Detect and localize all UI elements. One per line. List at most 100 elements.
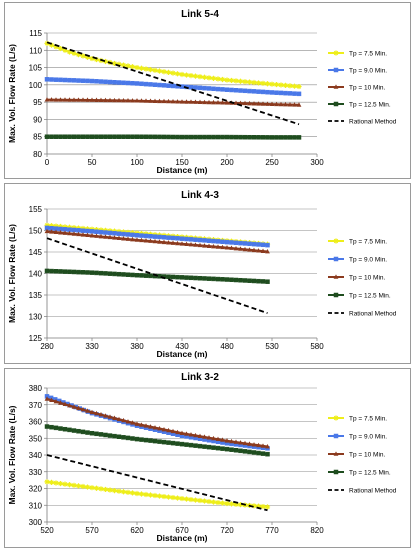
- series-4: [44, 134, 302, 140]
- data-point: [161, 239, 167, 245]
- data-point: [174, 495, 181, 501]
- data-point: [260, 443, 266, 448]
- data-point: [53, 97, 59, 102]
- legend-entry: Rational Method: [328, 118, 397, 125]
- data-point: [260, 451, 266, 456]
- data-point: [193, 242, 198, 247]
- data-point: [143, 134, 149, 140]
- data-point: [89, 430, 95, 436]
- data-point: [112, 97, 117, 103]
- data-point: [197, 443, 203, 449]
- data-point: [139, 134, 144, 139]
- legend-entry: Rational Method: [328, 487, 397, 494]
- x-tick-label: 300: [310, 158, 324, 167]
- data-point: [242, 440, 248, 446]
- data-point: [71, 404, 77, 409]
- data-point: [296, 91, 302, 97]
- data-point: [53, 229, 59, 235]
- data-point: [233, 134, 239, 140]
- data-point: [201, 498, 208, 504]
- data-point: [89, 485, 95, 491]
- data-point: [256, 450, 261, 456]
- data-point: [247, 100, 252, 106]
- data-point: [247, 134, 252, 140]
- data-point: [157, 98, 162, 104]
- data-point: [292, 91, 297, 96]
- data-point: [49, 134, 54, 139]
- legend-marker: [333, 67, 339, 73]
- data-point: [228, 77, 235, 84]
- y-axis-label: Max. Vol. Flow Rate (L/s): [7, 44, 17, 143]
- data-point: [179, 430, 185, 436]
- data-point: [192, 73, 199, 79]
- series-5: [46, 237, 268, 314]
- data-point: [215, 244, 221, 249]
- data-point: [152, 67, 158, 73]
- data-point: [233, 100, 239, 105]
- data-point: [71, 231, 77, 236]
- data-point: [197, 74, 203, 80]
- data-point: [264, 504, 271, 510]
- data-point: [179, 241, 185, 246]
- data-point: [188, 72, 194, 79]
- data-point: [247, 241, 252, 247]
- data-point: [156, 68, 163, 74]
- series-4: [44, 424, 270, 457]
- legend-entry: Tp = 7.5 Min.: [328, 238, 387, 245]
- data-point: [66, 224, 73, 230]
- data-point: [76, 231, 81, 237]
- data-point: [161, 98, 167, 104]
- legend-label: Tp = 7.5 Min.: [349, 415, 387, 422]
- data-point: [202, 276, 207, 281]
- data-point: [71, 134, 77, 139]
- data-point: [229, 447, 234, 452]
- data-point: [62, 47, 68, 53]
- data-point: [121, 435, 126, 440]
- y-axis-label: Max. Vol. Flow Rate (L/s): [7, 224, 17, 323]
- data-point: [134, 134, 140, 139]
- data-point: [130, 420, 135, 425]
- data-point: [206, 444, 212, 450]
- data-point: [143, 81, 149, 87]
- data-point: [58, 400, 63, 405]
- data-point: [215, 239, 221, 244]
- legend-label: Tp = 12.5 Min.: [349, 469, 391, 476]
- legend-marker: [333, 292, 339, 298]
- data-point: [143, 233, 149, 239]
- data-point: [148, 438, 153, 443]
- data-point: [291, 83, 298, 89]
- data-point: [206, 435, 212, 440]
- y-tick-label: 80: [33, 150, 42, 159]
- chart-svg-3: Link 3-2 300 310 320 330 340 350 360 370 380 520 57…: [7, 372, 397, 543]
- data-point: [89, 55, 95, 62]
- data-point: [57, 480, 64, 487]
- data-point: [125, 63, 131, 69]
- data-point: [197, 275, 203, 281]
- data-point: [251, 79, 257, 86]
- data-point: [89, 233, 95, 238]
- x-axis-label: Distance (m): [156, 349, 207, 359]
- legend-label: Tp = 10 Min.: [349, 274, 386, 281]
- data-point: [188, 237, 194, 242]
- data-point: [229, 134, 234, 140]
- data-point: [89, 78, 95, 84]
- data-point: [278, 82, 284, 88]
- data-point: [62, 401, 68, 407]
- data-point: [152, 82, 158, 87]
- data-point: [166, 274, 171, 279]
- y-tick-label: 90: [33, 115, 42, 124]
- data-point: [260, 89, 266, 95]
- legend-label: Rational Method: [349, 310, 397, 317]
- data-point: [265, 101, 270, 106]
- data-point: [269, 135, 275, 140]
- data-point: [94, 410, 99, 416]
- data-point: [62, 230, 68, 235]
- data-point: [202, 85, 207, 91]
- data-point: [130, 232, 135, 238]
- data-point: [224, 77, 230, 83]
- data-point: [179, 99, 185, 104]
- data-point: [287, 135, 293, 140]
- data-point: [67, 230, 72, 236]
- data-point: [233, 448, 239, 453]
- data-point: [62, 426, 68, 432]
